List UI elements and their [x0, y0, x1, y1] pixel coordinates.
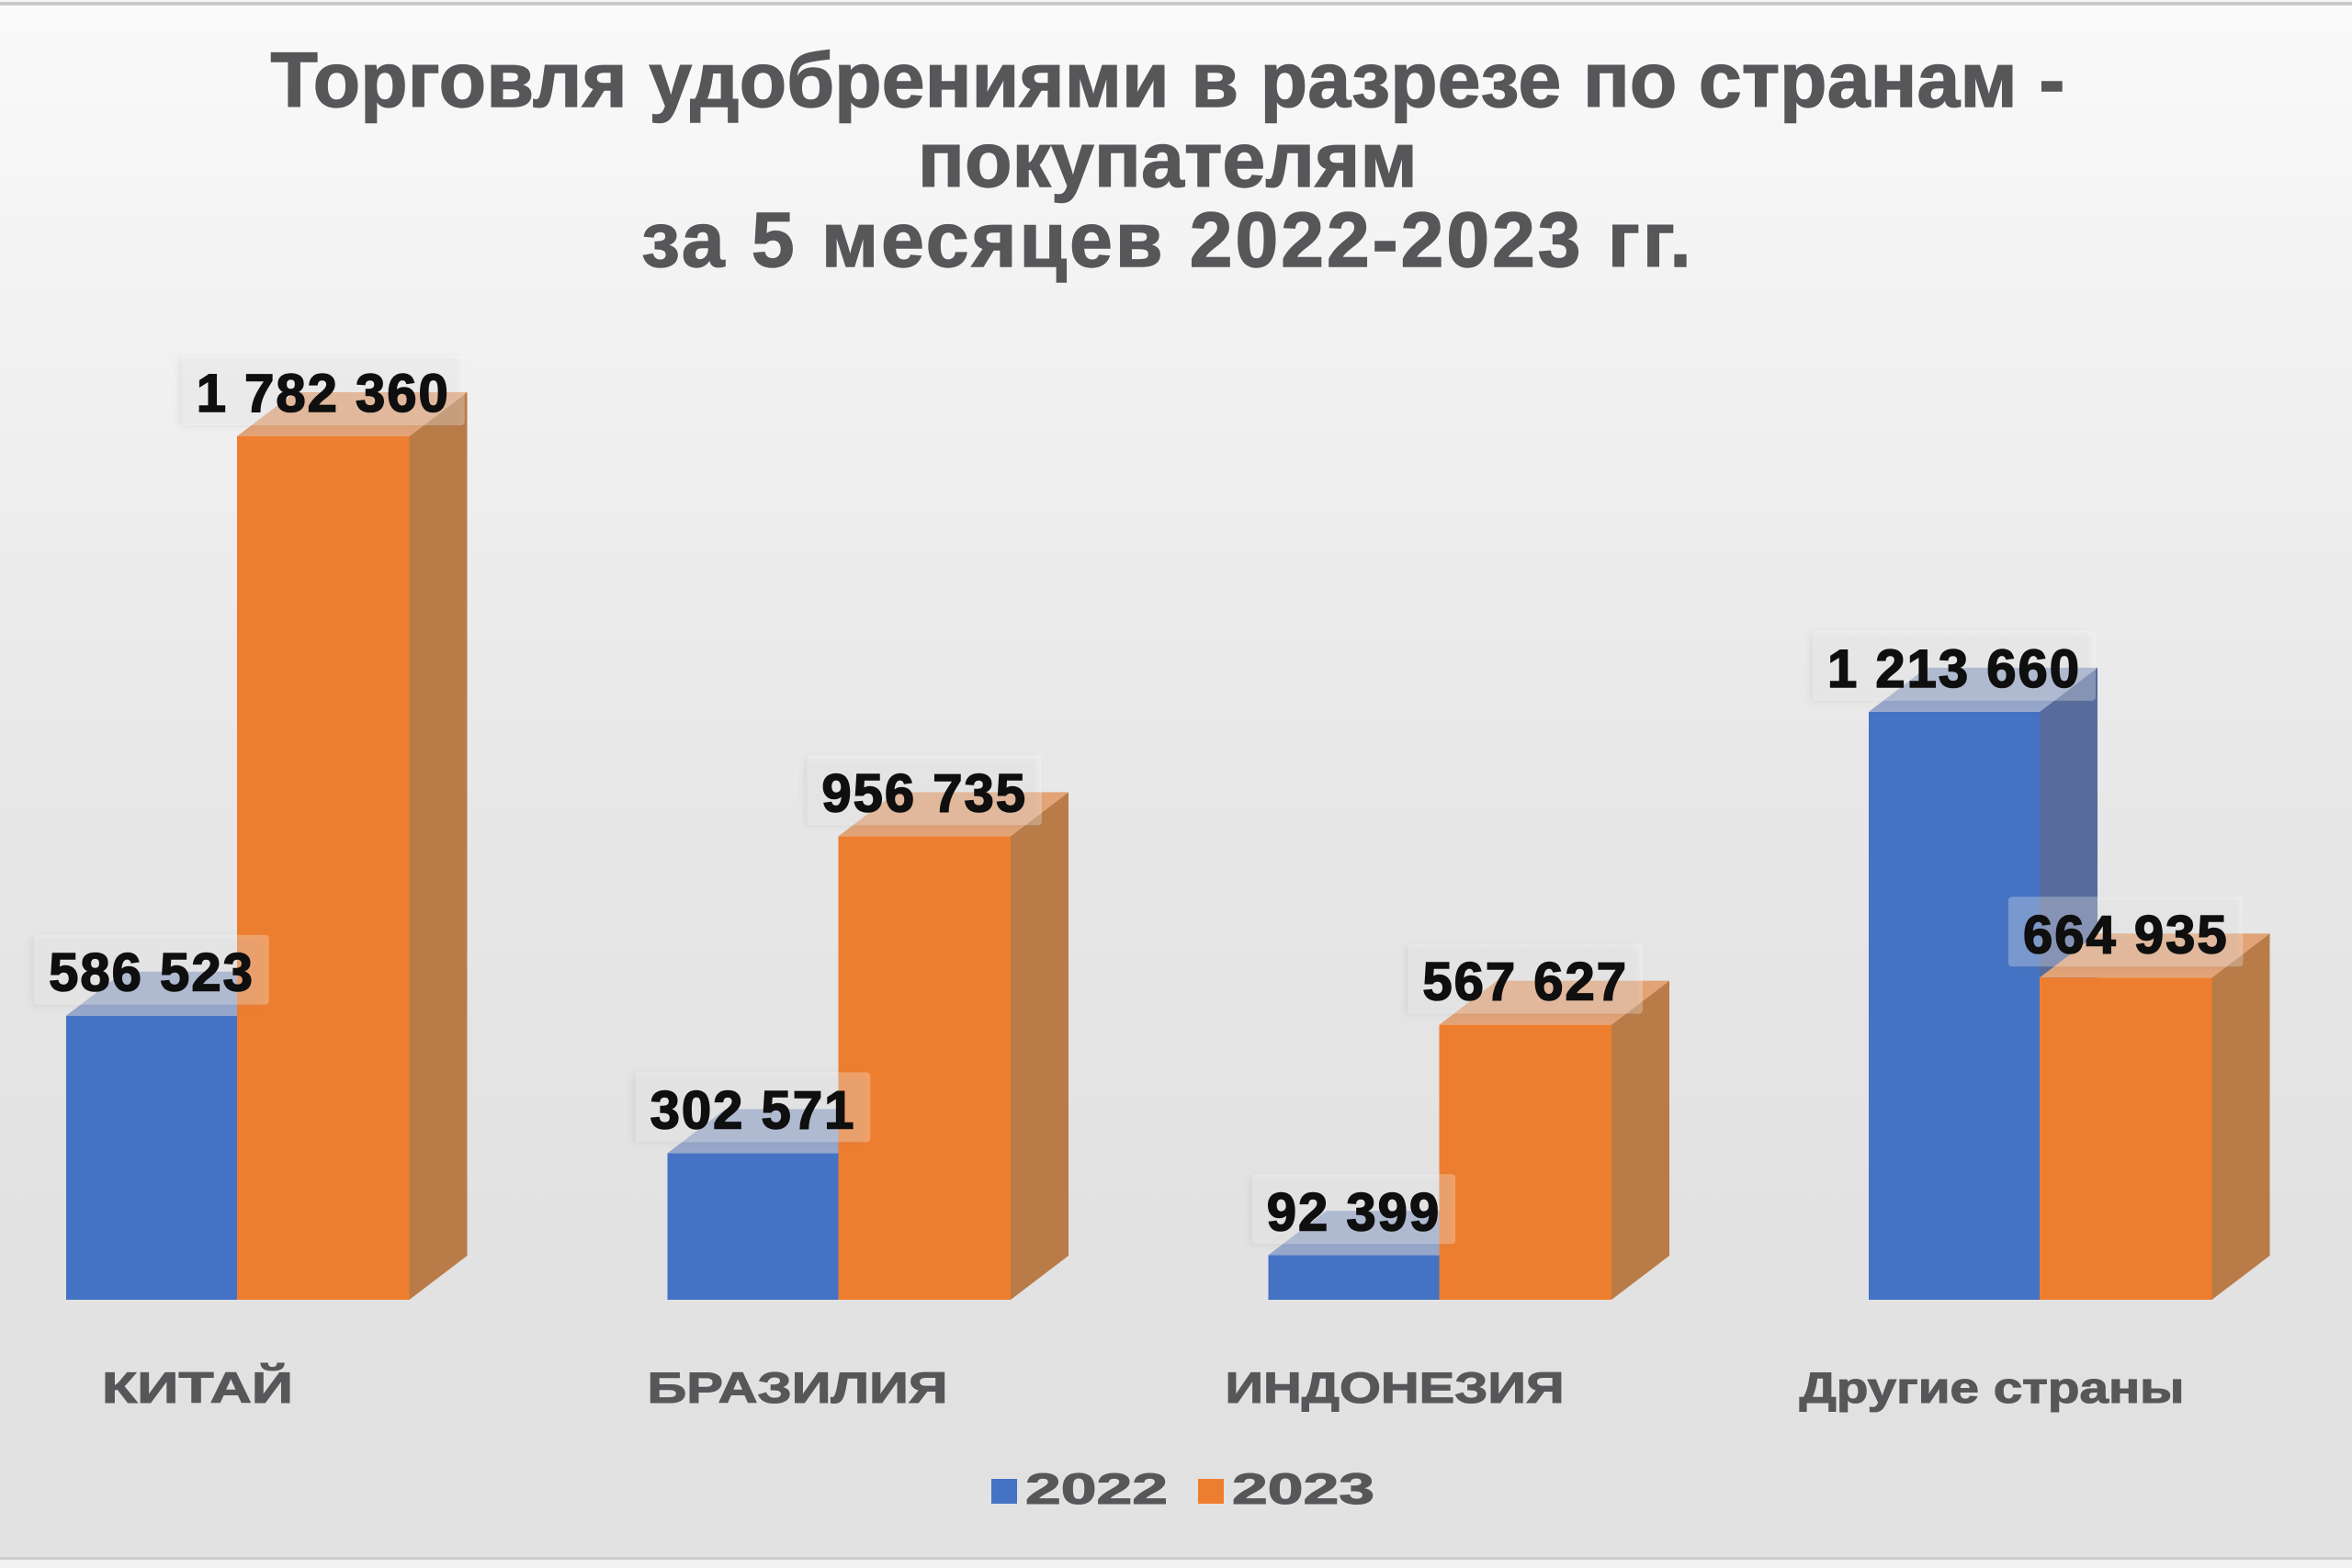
svg-text:2022: 2022 [1025, 1464, 1168, 1513]
svg-text:956 735: 956 735 [821, 763, 1027, 823]
svg-text:2023: 2023 [1232, 1464, 1374, 1513]
svg-text:92 399: 92 399 [1267, 1182, 1441, 1242]
svg-text:1 782 360: 1 782 360 [197, 364, 450, 423]
svg-text:567 627: 567 627 [1422, 953, 1628, 1012]
svg-text:ИНДОНЕЗИЯ: ИНДОНЕЗИЯ [1226, 1363, 1565, 1412]
svg-text:Другие страны: Другие страны [1800, 1363, 2185, 1412]
svg-text:586 523: 586 523 [49, 943, 254, 1003]
svg-text:664 935: 664 935 [2023, 905, 2229, 964]
svg-text:1 213 660: 1 213 660 [1827, 639, 2081, 699]
svg-text:БРАЗИЛИЯ: БРАЗИЛИЯ [648, 1363, 948, 1412]
svg-text:КИТАЙ: КИТАЙ [102, 1363, 293, 1412]
svg-text:302 571: 302 571 [650, 1080, 856, 1140]
